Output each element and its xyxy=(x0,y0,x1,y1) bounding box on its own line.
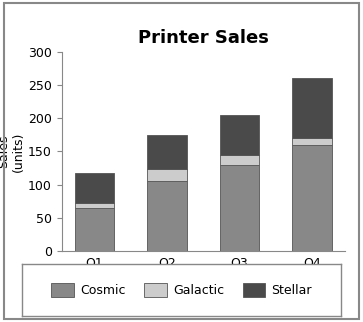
Title: Printer Sales: Printer Sales xyxy=(138,29,269,47)
Bar xyxy=(292,138,332,145)
Bar xyxy=(74,173,114,203)
Bar xyxy=(220,165,260,251)
Bar xyxy=(147,135,187,169)
Bar xyxy=(220,155,260,165)
Bar xyxy=(147,169,187,181)
Y-axis label: Sales
(units): Sales (units) xyxy=(0,131,25,172)
X-axis label: Quarter: Quarter xyxy=(179,275,228,288)
Bar xyxy=(147,181,187,251)
Legend: Cosmic, Galactic, Stellar: Cosmic, Galactic, Stellar xyxy=(46,278,317,302)
Bar xyxy=(292,145,332,251)
Bar xyxy=(74,203,114,208)
Bar xyxy=(220,115,260,155)
Bar xyxy=(74,208,114,251)
Bar xyxy=(292,78,332,138)
